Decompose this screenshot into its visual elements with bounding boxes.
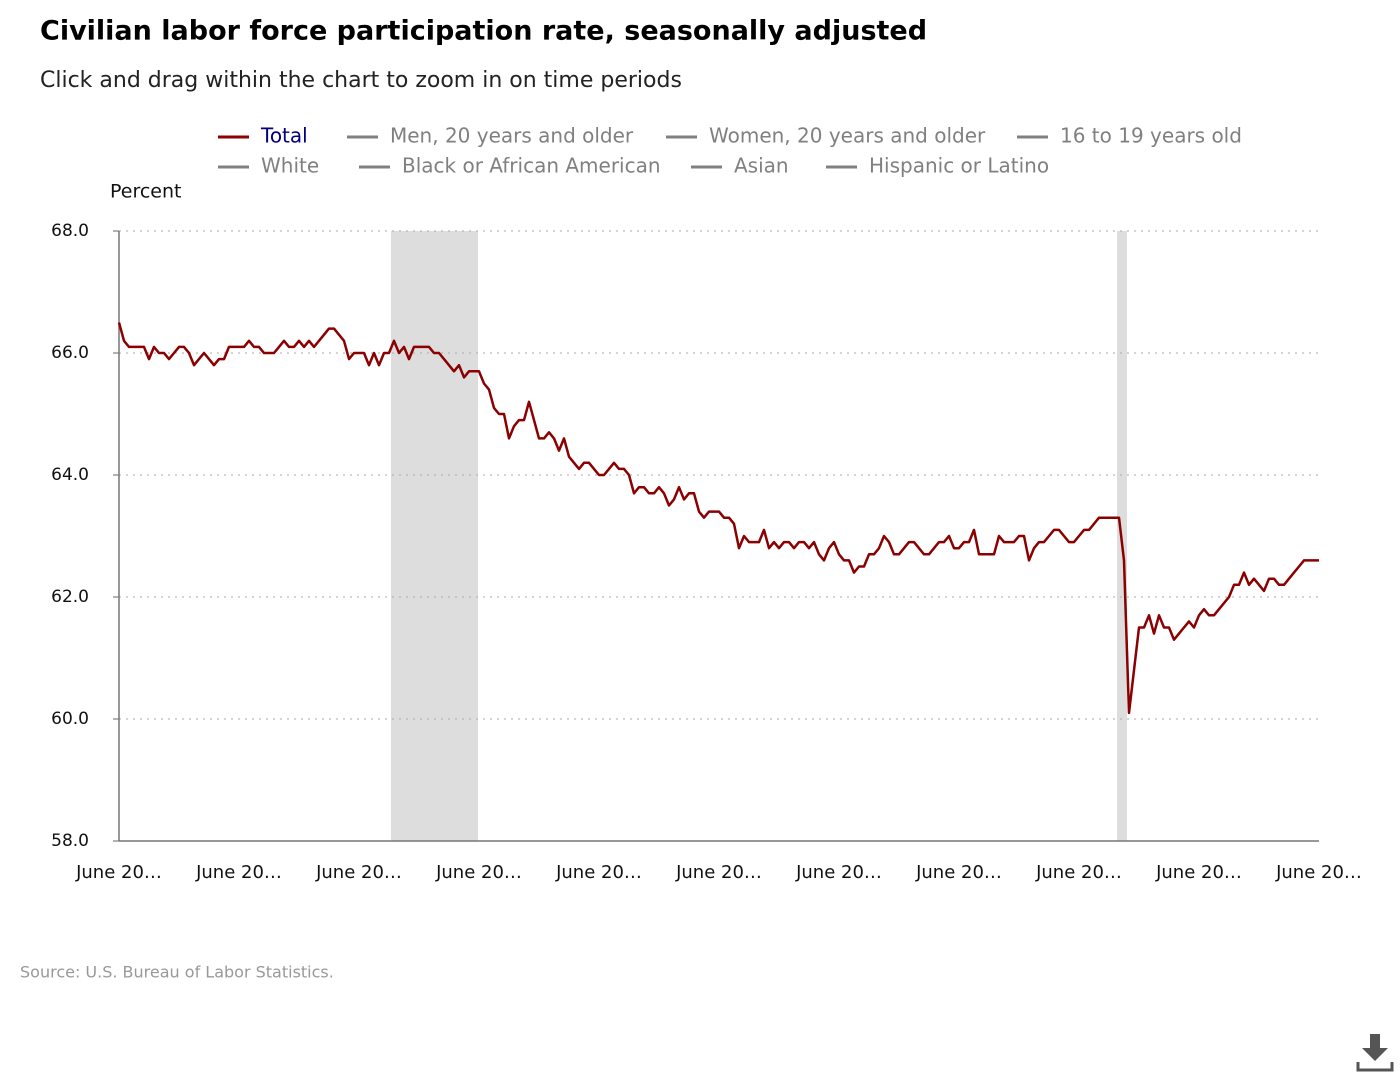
chart-subtitle: Click and drag within the chart to zoom … xyxy=(40,68,682,93)
x-tick-label: June 20… xyxy=(435,862,522,883)
y-tick-label: 62.0 xyxy=(51,587,89,607)
legend-label: Men, 20 years and older xyxy=(390,124,634,148)
y-tick-label: 64.0 xyxy=(51,465,89,485)
legend-label: White xyxy=(261,154,319,178)
legend-item[interactable]: Black or African American xyxy=(359,154,661,178)
legend-item[interactable]: Men, 20 years and older xyxy=(347,124,634,148)
source-note: Source: U.S. Bureau of Labor Statistics. xyxy=(20,963,334,982)
x-tick-label: June 20… xyxy=(915,862,1002,883)
x-tick-label: June 20… xyxy=(795,862,882,883)
x-tick-label: June 20… xyxy=(1155,862,1242,883)
legend-item[interactable]: Asian xyxy=(691,154,789,178)
x-tick-label: June 20… xyxy=(195,862,282,883)
x-tick-label: June 20… xyxy=(75,862,162,883)
y-tick-label: 58.0 xyxy=(51,831,89,851)
x-tick-label: June 20… xyxy=(555,862,642,883)
legend-label: Asian xyxy=(734,154,789,178)
legend-item[interactable]: Women, 20 years and older xyxy=(666,124,986,148)
legend-label: Total xyxy=(260,124,308,148)
legend-label: 16 to 19 years old xyxy=(1060,124,1242,148)
legend-item[interactable]: Total xyxy=(218,124,308,148)
legend-label: Women, 20 years and older xyxy=(709,124,986,148)
y-tick-label: 68.0 xyxy=(51,221,89,241)
y-tick-label: 66.0 xyxy=(51,343,89,363)
data-line xyxy=(117,322,1319,715)
download-tray[interactable] xyxy=(1356,1062,1394,1072)
download-button[interactable] xyxy=(1356,1032,1394,1072)
x-tick-label: June 20… xyxy=(1275,862,1362,883)
legend-label: Hispanic or Latino xyxy=(869,154,1049,178)
y-axis-label: Percent xyxy=(110,181,182,203)
x-tick-label: June 20… xyxy=(1035,862,1122,883)
legend-item[interactable]: 16 to 19 years old xyxy=(1017,124,1242,148)
legend-item[interactable]: Hispanic or Latino xyxy=(826,154,1049,178)
y-tick-label: 60.0 xyxy=(51,709,89,729)
chart-title: Civilian labor force participation rate,… xyxy=(40,16,927,47)
shaded-period xyxy=(391,231,478,841)
x-tick-label: June 20… xyxy=(315,862,402,883)
legend-label: Black or African American xyxy=(402,154,661,178)
x-tick-label: June 20… xyxy=(675,862,762,883)
download-arrow[interactable] xyxy=(1362,1034,1388,1061)
legend-item[interactable]: White xyxy=(218,154,319,178)
